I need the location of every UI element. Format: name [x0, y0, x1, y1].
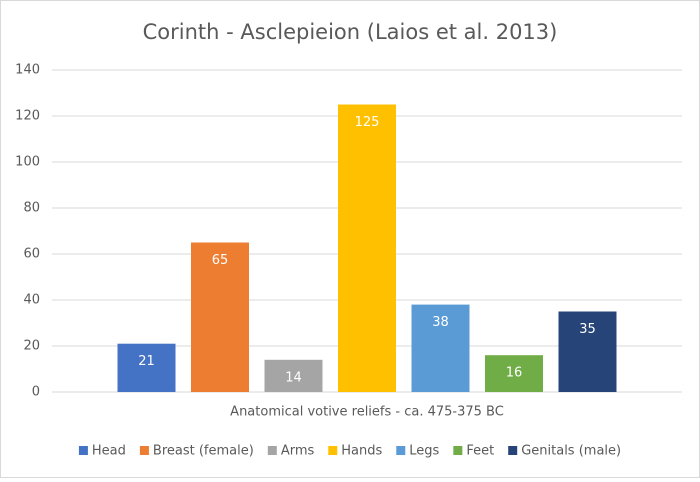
chart-title: Corinth - Asclepieion (Laios et al. 2013…	[143, 20, 558, 44]
data-label: 125	[355, 115, 380, 130]
y-tick-label: 60	[23, 247, 40, 262]
x-tick-label: Anatomical votive reliefs - ca. 475-375 …	[230, 405, 504, 420]
y-tick-label: 140	[15, 63, 40, 78]
data-label: 14	[285, 370, 302, 385]
legend-swatch	[328, 446, 338, 455]
data-label: 21	[138, 354, 155, 369]
y-tick-label: 100	[15, 155, 40, 170]
legend-swatch	[78, 446, 88, 455]
legend-swatch	[267, 446, 277, 455]
data-label: 16	[506, 366, 523, 381]
legend-label: Head	[92, 444, 126, 459]
y-tick-label: 80	[23, 201, 40, 216]
legend-swatch	[453, 446, 463, 455]
legend-label: Arms	[281, 444, 315, 459]
data-label: 35	[579, 322, 596, 337]
y-tick-label: 40	[23, 293, 40, 308]
y-tick-label: 20	[23, 339, 40, 354]
y-tick-label: 120	[15, 109, 40, 124]
legend-label: Feet	[466, 444, 494, 459]
bar	[191, 242, 249, 392]
data-label: 65	[212, 253, 229, 268]
legend-label: Genitals (male)	[521, 444, 621, 459]
data-label: 38	[432, 315, 449, 330]
legend-label: Legs	[409, 444, 439, 459]
bar	[411, 304, 470, 392]
bar	[338, 104, 396, 392]
bar	[117, 343, 176, 392]
legend-swatch	[139, 446, 149, 455]
legend-swatch	[508, 446, 518, 455]
bar	[485, 355, 543, 392]
y-tick-label: 0	[32, 385, 40, 400]
bar	[558, 311, 617, 392]
legend-swatch	[396, 446, 406, 455]
bar	[264, 359, 323, 392]
legend-label: Hands	[341, 444, 382, 459]
legend-label: Breast (female)	[153, 444, 254, 459]
